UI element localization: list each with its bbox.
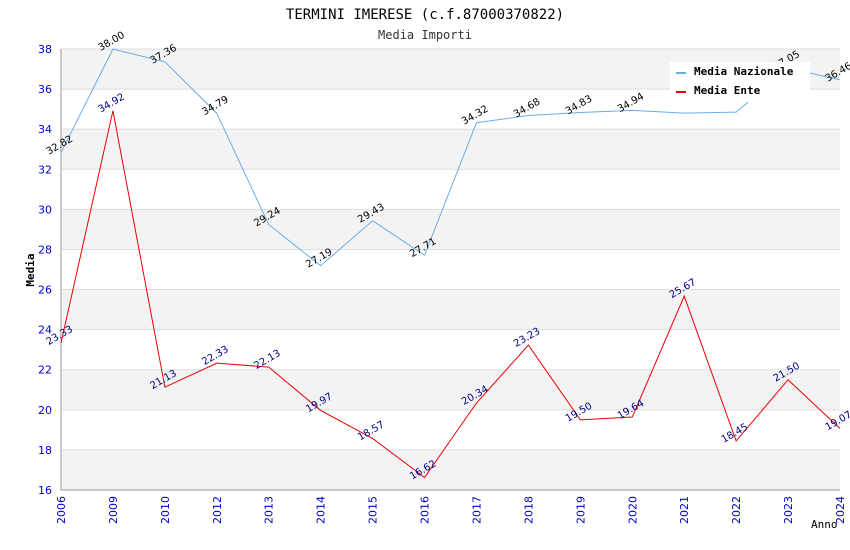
y-axis-ticks: 16 18 20 22 24 26 28 30 32 34 36 38 <box>38 43 52 497</box>
y-tick-label: 30 <box>38 203 52 216</box>
grid-band <box>61 289 840 330</box>
y-tick-label: 20 <box>38 404 52 417</box>
grid-band <box>61 129 840 170</box>
chart-subtitle: Media Importi <box>378 28 472 42</box>
x-tick-label: 2022 <box>730 496 743 524</box>
x-tick-label: 2006 <box>55 496 68 524</box>
y-tick-label: 36 <box>38 83 52 96</box>
y-tick-label: 38 <box>38 43 52 56</box>
series-line-media-ente <box>60 110 841 479</box>
chart-title: TERMINI IMERESE (c.f.87000370822) <box>286 7 564 23</box>
x-tick-label: 2018 <box>522 496 535 524</box>
x-tick-label: 2010 <box>159 496 172 524</box>
data-label: 19.07 <box>824 409 850 433</box>
grid-band <box>61 369 840 410</box>
grid-band <box>61 209 840 250</box>
grid-band <box>61 449 840 490</box>
grid-lines <box>61 48 840 491</box>
x-tick-label: 2021 <box>678 496 691 524</box>
data-label: 27.19 <box>304 247 334 271</box>
x-tick-label: 2016 <box>419 496 432 524</box>
x-tick-label: 2009 <box>107 496 120 524</box>
data-label: 34.32 <box>460 104 490 128</box>
y-tick-label: 24 <box>38 324 52 337</box>
x-axis-ticks: 2006 2009 2010 2012 2013 2014 2015 2016 2017 2018… <box>55 496 847 524</box>
x-tick-label: 2023 <box>782 496 795 524</box>
series-line-media-nazionale <box>60 48 841 267</box>
data-label: 22.13 <box>252 348 282 372</box>
series-lines <box>60 48 841 479</box>
data-label: 34.94 <box>616 91 646 115</box>
y-tick-label: 18 <box>38 444 52 457</box>
legend-background <box>670 62 810 102</box>
x-tick-label: 2012 <box>211 496 224 524</box>
x-tick-label: 2024 <box>834 496 847 524</box>
y-axis-label: Media <box>24 253 37 286</box>
data-label: 18.45 <box>720 422 750 446</box>
y-tick-label: 34 <box>38 123 52 136</box>
data-label: 34.68 <box>512 96 542 120</box>
x-tick-label: 2020 <box>626 496 639 524</box>
legend-label-media-nazionale: Media Nazionale <box>694 65 794 78</box>
legend: Media Nazionale Media Ente <box>670 62 810 102</box>
y-tick-label: 16 <box>38 484 52 497</box>
x-tick-label: 2017 <box>470 496 483 524</box>
data-label: 34.79 <box>200 94 230 118</box>
x-tick-label: 2019 <box>574 496 587 524</box>
y-tick-label: 32 <box>38 163 52 176</box>
y-tick-label: 26 <box>38 284 52 297</box>
x-tick-label: 2015 <box>367 496 380 524</box>
legend-label-media-ente: Media Ente <box>694 84 761 97</box>
data-label: 18.57 <box>356 419 386 443</box>
y-tick-label: 28 <box>38 243 52 256</box>
data-label: 34.83 <box>564 93 594 117</box>
data-label: 34.92 <box>97 92 127 116</box>
x-tick-label: 2013 <box>263 496 276 524</box>
x-tick-label: 2014 <box>315 496 328 524</box>
x-axis-label: Anno <box>811 518 838 531</box>
grid-bands <box>61 49 840 490</box>
y-tick-label: 22 <box>38 364 52 377</box>
